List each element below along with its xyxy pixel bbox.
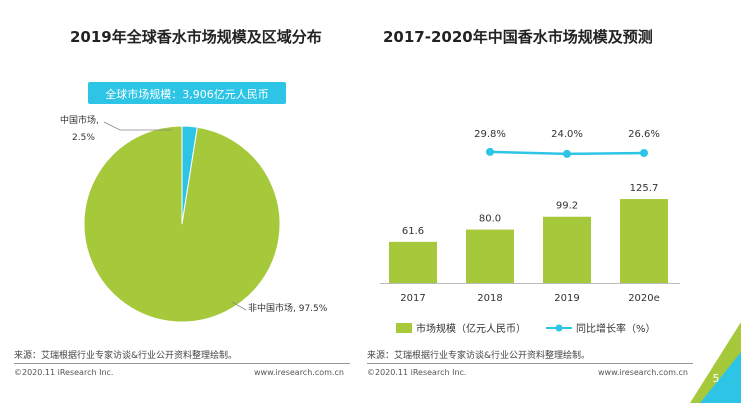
x-tick-label-2019: 2019 bbox=[554, 293, 579, 304]
growth-point-2019 bbox=[563, 149, 571, 158]
left-chart-title: 2019年全球香水市场规模及区域分布 bbox=[70, 28, 322, 46]
legend-label-market-size: 市场规模（亿元人民币） bbox=[416, 322, 526, 335]
growth-point-2020e bbox=[640, 149, 648, 157]
x-tick-label-2018: 2018 bbox=[477, 293, 502, 304]
growth-point-2018 bbox=[486, 147, 494, 156]
left-footer-rule bbox=[14, 363, 350, 364]
legend-swatch-market-size bbox=[396, 323, 412, 333]
x-tick-label-2020e: 2020e bbox=[628, 293, 660, 304]
right-website-link[interactable]: www.iresearch.com.cn bbox=[598, 368, 688, 377]
legend-marker-growth bbox=[555, 324, 563, 332]
bar-value-label-2017: 61.6 bbox=[402, 226, 424, 237]
growth-label-2020e: 26.6% bbox=[628, 129, 660, 140]
growth-label-2019: 24.0% bbox=[551, 129, 583, 140]
growth-label-2018: 29.8% bbox=[474, 129, 506, 140]
page-number: 5 bbox=[713, 372, 720, 385]
bar-2017 bbox=[389, 241, 437, 283]
right-source-note: 来源：艾瑞根据行业专家访谈&行业公开资料整理绘制。 bbox=[367, 351, 591, 361]
pie-leader-non-china bbox=[231, 301, 247, 311]
left-source-note: 来源：艾瑞根据行业专家访谈&行业公开资料整理绘制。 bbox=[14, 351, 238, 361]
bar-2019 bbox=[543, 216, 591, 283]
bar-2018 bbox=[466, 229, 514, 283]
pie-leader-china bbox=[103, 121, 172, 131]
pie-value-china: 2.5% bbox=[72, 133, 95, 143]
bar-value-label-2019: 99.2 bbox=[556, 201, 578, 212]
right-footer-rule bbox=[367, 363, 693, 364]
pie-slice-non-china bbox=[83, 125, 281, 323]
right-copyright: ©2020.11 iResearch Inc. bbox=[367, 368, 467, 377]
bar-2020e bbox=[620, 199, 668, 283]
bar-value-label-2018: 80.0 bbox=[479, 214, 501, 225]
pie-label-non-china: 非中国市场, 97.5% bbox=[248, 302, 328, 314]
legend-label-growth: 同比增长率（%） bbox=[576, 322, 656, 335]
right-chart-title: 2017-2020年中国香水市场规模及预测 bbox=[383, 28, 653, 46]
left-copyright: ©2020.11 iResearch Inc. bbox=[14, 368, 114, 377]
pie-label-china: 中国市场, bbox=[60, 114, 99, 126]
left-website-link[interactable]: www.iresearch.com.cn bbox=[254, 368, 344, 377]
callout-box bbox=[88, 82, 286, 104]
corner-decoration-blue bbox=[700, 352, 741, 403]
x-tick-label-2017: 2017 bbox=[400, 293, 425, 304]
callout-text: 全球市场规模：3,906亿元人民币 bbox=[105, 87, 269, 101]
bar-value-label-2020e: 125.7 bbox=[630, 183, 659, 194]
